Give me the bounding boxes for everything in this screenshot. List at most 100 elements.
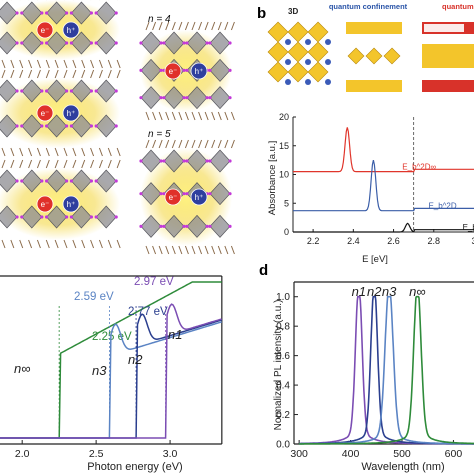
octahedron	[46, 169, 68, 193]
ligand	[45, 159, 50, 169]
ligand	[204, 245, 209, 255]
octahedron	[21, 169, 43, 193]
hole-label: h⁺	[67, 26, 76, 35]
halide-atom	[94, 11, 98, 15]
halide-atom	[185, 192, 189, 196]
ligand	[72, 69, 77, 79]
schematic-dielectric-confinement	[422, 22, 474, 92]
ligand	[81, 159, 86, 169]
binding-energy-annotation: E_b^2D∞	[402, 163, 436, 172]
series-label: n3	[92, 363, 107, 378]
ligand	[107, 147, 112, 157]
ligand	[1, 239, 6, 249]
halide-atom	[45, 11, 49, 15]
binding-energy-annotation: E_b^3D	[463, 223, 474, 232]
halide-atom	[20, 11, 24, 15]
electron-label: e⁻	[41, 200, 50, 209]
halide-atom	[182, 224, 186, 228]
ligand	[145, 21, 150, 31]
ligand	[45, 147, 50, 157]
ligand	[54, 69, 59, 79]
halide-atom	[185, 159, 189, 163]
ligand	[198, 139, 203, 149]
ligand	[19, 59, 24, 69]
halide-atom	[205, 159, 209, 163]
pl-curve-n∞	[299, 295, 474, 445]
lattice-octahedron	[307, 61, 329, 83]
absorption-curve-n3	[0, 321, 223, 439]
hole-label: h⁺	[195, 193, 204, 202]
ligand	[145, 111, 150, 121]
octahedron	[209, 86, 231, 110]
panel-d-xlabel: Wavelength (nm)	[361, 461, 444, 473]
y-tick-label: 0.8	[276, 322, 290, 333]
y-tick-label: 0.6	[276, 351, 290, 362]
ligand	[211, 111, 216, 121]
x-tick-label: 500	[393, 448, 411, 460]
ligand	[1, 159, 6, 169]
ligand	[90, 69, 95, 79]
halide-atom	[20, 179, 24, 183]
schematic-title-qc: quantum confinement	[329, 2, 408, 11]
halide-atom	[89, 215, 93, 219]
halide-atom	[205, 224, 209, 228]
ligand	[178, 245, 183, 255]
ligand	[90, 147, 95, 157]
ligand	[90, 59, 95, 69]
halide-atom	[45, 89, 49, 93]
lattice-atom	[285, 39, 291, 45]
panel-b-ylabel: Absorbance [a.u.]	[267, 141, 278, 215]
lattice-octahedron	[267, 41, 289, 63]
series-label: n2	[128, 352, 143, 367]
ligand	[19, 69, 24, 79]
ligand	[54, 159, 59, 169]
octahedron	[140, 149, 162, 173]
ligand	[63, 159, 68, 169]
octahedron	[0, 79, 18, 103]
octahedron	[46, 1, 68, 25]
halide-atom	[15, 41, 19, 45]
schematic-quantum-confinement	[346, 22, 402, 92]
ligand	[28, 147, 33, 157]
panel-d-label: d	[259, 262, 268, 279]
halide-atom	[185, 68, 189, 72]
halide-atom	[205, 41, 209, 45]
ligand	[158, 21, 163, 31]
x-tick-label: 2.4	[347, 236, 360, 246]
halide-atom	[65, 89, 69, 93]
pl-series-label: n3	[382, 284, 397, 299]
ligand	[191, 245, 196, 255]
octahedron	[70, 169, 92, 193]
halide-atom	[114, 41, 118, 45]
ligand	[1, 59, 6, 69]
halide-atom	[89, 11, 93, 15]
lattice-atom	[285, 79, 291, 85]
n-layer-label: n = 5	[148, 129, 171, 140]
ligand	[19, 159, 24, 169]
halide-atom	[208, 224, 212, 228]
halide-atom	[182, 68, 186, 72]
octahedron	[46, 31, 68, 55]
hole-label: h⁺	[195, 67, 204, 76]
structure-1: e⁻ h⁺	[0, 0, 121, 69]
halide-atom	[208, 68, 212, 72]
ligand	[116, 69, 121, 79]
ligand	[224, 245, 229, 255]
y-tick-label: 15	[279, 141, 289, 151]
ligand	[211, 21, 216, 31]
halide-atom	[139, 41, 143, 45]
halide-atom	[162, 192, 166, 196]
halide-atom	[228, 41, 232, 45]
structure-3: e⁻ h⁺	[0, 159, 121, 249]
halide-atom	[159, 159, 163, 163]
ligand	[10, 59, 15, 69]
ligand	[171, 245, 176, 255]
exciton-glow	[140, 148, 232, 246]
halide-atom	[185, 224, 189, 228]
ligand	[217, 139, 222, 149]
halide-atom	[228, 192, 232, 196]
halide-atom	[228, 68, 232, 72]
octahedron	[140, 214, 162, 238]
ligand	[54, 147, 59, 157]
